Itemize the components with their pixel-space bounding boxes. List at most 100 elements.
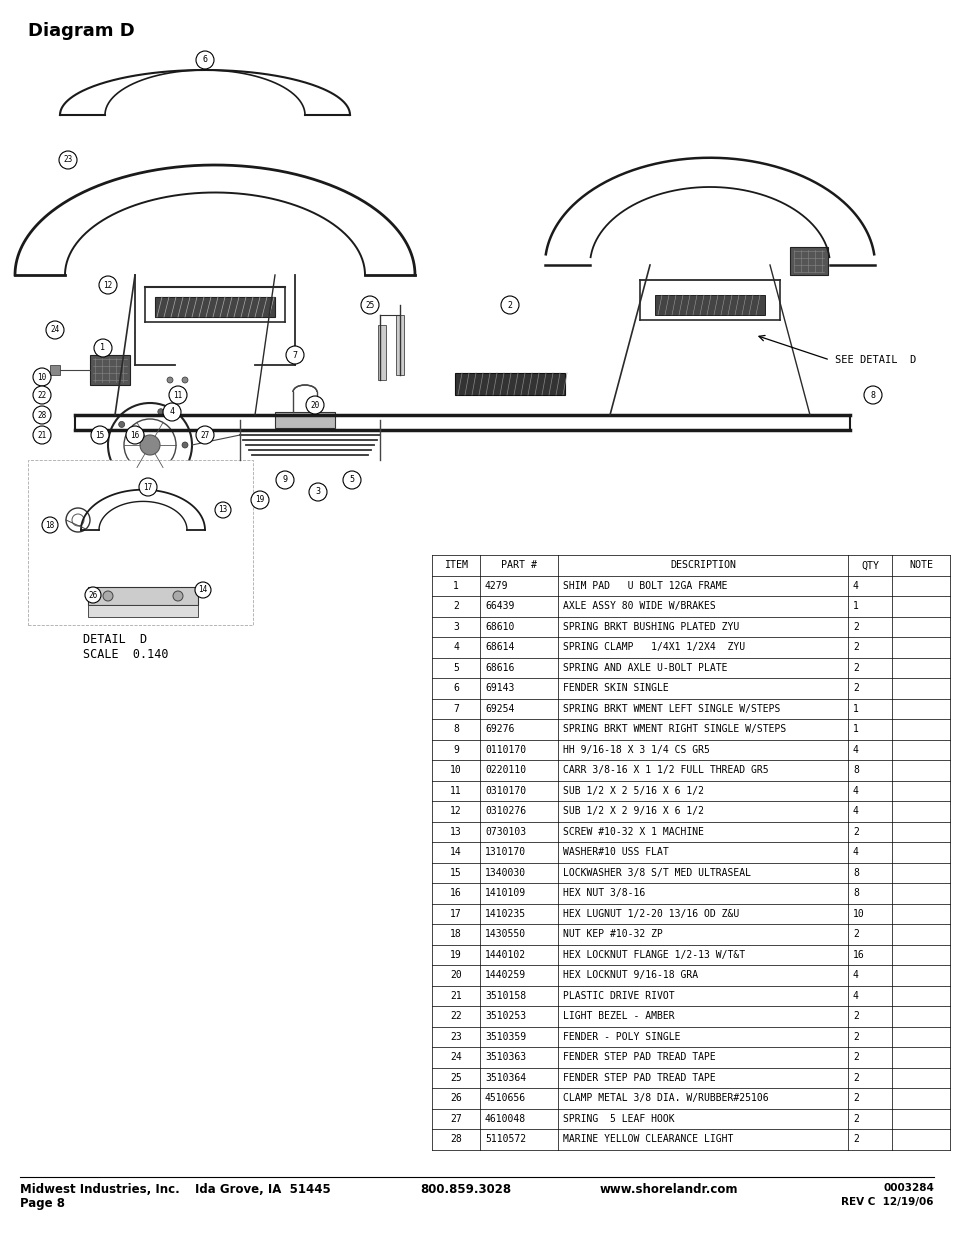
Text: 12: 12 [103,280,112,289]
Text: 23: 23 [450,1031,461,1042]
Text: 68610: 68610 [484,621,514,632]
Text: 15: 15 [95,431,105,440]
Text: 8: 8 [852,888,858,898]
Text: 1: 1 [852,601,858,611]
Text: Diagram D: Diagram D [28,22,134,40]
Text: 24: 24 [450,1052,461,1062]
Text: SUB 1/2 X 2 5/16 X 6 1/2: SUB 1/2 X 2 5/16 X 6 1/2 [562,785,703,795]
Text: 19: 19 [255,495,264,505]
Text: 2: 2 [852,1052,858,1062]
Text: 66439: 66439 [484,601,514,611]
Circle shape [99,275,117,294]
Text: 8: 8 [453,724,458,735]
Text: 14: 14 [198,585,208,594]
Text: 1310170: 1310170 [484,847,525,857]
Text: 0003284: 0003284 [882,1183,933,1193]
Text: 16: 16 [131,431,139,440]
Text: 2: 2 [852,1073,858,1083]
Text: 1430550: 1430550 [484,929,525,940]
Circle shape [118,421,125,427]
Circle shape [195,426,213,445]
Circle shape [94,338,112,357]
Text: 7: 7 [453,704,458,714]
Text: 24: 24 [51,326,59,335]
Text: 4: 4 [852,971,858,981]
Circle shape [157,409,164,415]
Text: SPRING CLAMP   1/4X1 1/2X4  ZYU: SPRING CLAMP 1/4X1 1/2X4 ZYU [562,642,744,652]
Text: FENDER - POLY SINGLE: FENDER - POLY SINGLE [562,1031,679,1042]
Text: 4510656: 4510656 [484,1093,525,1103]
Text: 10: 10 [450,766,461,776]
Bar [88,605,198,618]
Text: 2: 2 [852,826,858,837]
Text: 2: 2 [852,642,858,652]
Text: 0730103: 0730103 [484,826,525,837]
Text: 8: 8 [869,390,875,399]
Circle shape [251,492,269,509]
Text: PLASTIC DRIVE RIVOT: PLASTIC DRIVE RIVOT [562,990,674,1000]
Text: AXLE ASSY 80 WIDE W/BRAKES: AXLE ASSY 80 WIDE W/BRAKES [562,601,715,611]
Bar [455,373,564,395]
Circle shape [59,151,77,169]
Bar [274,412,335,429]
Text: QTY: QTY [861,561,878,571]
Circle shape [118,463,125,468]
Text: 2: 2 [852,1093,858,1103]
Text: 6: 6 [453,683,458,693]
Bar [655,295,764,315]
Circle shape [286,346,304,364]
Circle shape [140,435,160,454]
Circle shape [126,426,144,445]
Circle shape [46,321,64,338]
Circle shape [167,377,172,383]
Text: 27: 27 [450,1114,461,1124]
Text: 8: 8 [852,766,858,776]
Text: REV C  12/19/06: REV C 12/19/06 [841,1197,933,1207]
Text: 25: 25 [365,300,375,310]
Text: 4: 4 [852,847,858,857]
Text: 2: 2 [453,601,458,611]
Text: SPRING BRKT BUSHING PLATED ZYU: SPRING BRKT BUSHING PLATED ZYU [562,621,739,632]
FancyBboxPatch shape [28,459,253,625]
Circle shape [163,403,181,421]
Bar [377,325,386,380]
Text: Ida Grove, IA  51445: Ida Grove, IA 51445 [194,1183,331,1195]
Circle shape [195,51,213,69]
Text: NUT KEP #10-32 ZP: NUT KEP #10-32 ZP [562,929,662,940]
Text: 28: 28 [37,410,47,420]
Bar [395,315,403,375]
Text: 2: 2 [852,663,858,673]
Text: HH 9/16-18 X 3 1/4 CS GR5: HH 9/16-18 X 3 1/4 CS GR5 [562,745,709,755]
Text: 26: 26 [89,590,97,599]
Text: 2: 2 [852,1134,858,1145]
Text: 5: 5 [349,475,355,484]
Text: HEX LOCKNUT 9/16-18 GRA: HEX LOCKNUT 9/16-18 GRA [562,971,698,981]
Text: PART #: PART # [500,561,537,571]
Text: HEX LOCKNUT FLANGE 1/2-13 W/T&T: HEX LOCKNUT FLANGE 1/2-13 W/T&T [562,950,744,960]
Text: HEX NUT 3/8-16: HEX NUT 3/8-16 [562,888,644,898]
Circle shape [343,471,360,489]
Text: 4: 4 [852,785,858,795]
Bar [50,366,60,375]
Text: 1: 1 [100,343,106,352]
Text: 2: 2 [507,300,512,310]
Text: DESCRIPTION: DESCRIPTION [669,561,735,571]
Text: NOTE: NOTE [908,561,932,571]
Circle shape [275,471,294,489]
Text: 13: 13 [450,826,461,837]
Text: 1: 1 [453,580,458,590]
Circle shape [33,426,51,445]
Text: 22: 22 [450,1011,461,1021]
Circle shape [863,387,882,404]
Text: SCREW #10-32 X 1 MACHINE: SCREW #10-32 X 1 MACHINE [562,826,703,837]
Circle shape [85,587,101,603]
Circle shape [182,377,188,383]
Text: 10: 10 [37,373,47,382]
Text: 1340030: 1340030 [484,868,525,878]
Text: 3510158: 3510158 [484,990,525,1000]
Circle shape [103,592,112,601]
Text: 10: 10 [852,909,863,919]
Text: 1: 1 [852,724,858,735]
Bar [789,247,827,275]
Text: Midwest Industries, Inc.: Midwest Industries, Inc. [20,1183,179,1195]
